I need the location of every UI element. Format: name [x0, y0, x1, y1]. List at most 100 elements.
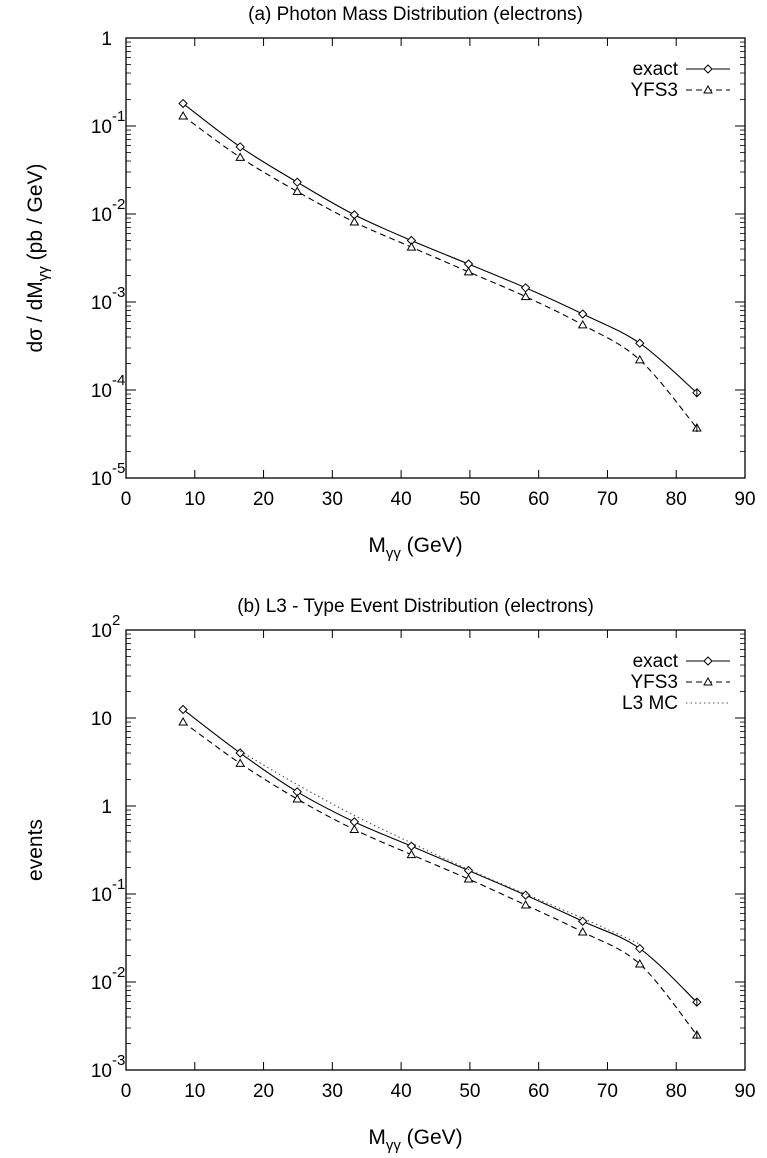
data-point — [634, 959, 645, 968]
data-point — [349, 217, 360, 226]
y-tick-exponent: -2 — [112, 964, 125, 981]
series-exact — [178, 98, 702, 398]
legend-label: exact — [633, 59, 679, 80]
x-tick-label: 0 — [121, 1081, 132, 1102]
x-tick-label: 20 — [253, 489, 274, 510]
data-point — [577, 926, 588, 936]
data-point — [463, 266, 474, 276]
y-tick-label: 10 — [91, 469, 112, 490]
y-tick-exponent: -5 — [112, 460, 125, 477]
series-line — [182, 103, 698, 394]
x-tick-label: 50 — [459, 1081, 480, 1102]
x-tick-label: 70 — [597, 1081, 618, 1102]
x-tick-label: 40 — [391, 1081, 412, 1102]
y-tick-exponent: -2 — [112, 196, 125, 213]
y-tick-label: 10 — [91, 885, 112, 906]
x-tick-label: 80 — [666, 489, 687, 510]
legend-marker — [703, 84, 713, 94]
data-point — [635, 943, 645, 954]
series-l3-mc — [239, 750, 640, 945]
y-tick-label: 10 — [91, 709, 112, 730]
data-point — [463, 874, 474, 883]
chart-panel-2: (b) L3 - Type Event Distribution (electr… — [24, 596, 756, 1154]
chart-title: (a) Photon Mass Distribution (electrons) — [248, 4, 583, 25]
data-point — [577, 319, 588, 329]
y-tick-label: 1 — [101, 29, 112, 50]
data-point — [235, 142, 245, 152]
data-point — [463, 865, 474, 876]
y-tick-label: 10 — [91, 621, 112, 642]
x-tick-label: 90 — [734, 489, 755, 510]
x-axis-label: Mγγ (GeV) — [368, 1126, 462, 1154]
y-tick-label: 10 — [91, 117, 112, 138]
data-point — [406, 849, 417, 859]
series-line — [182, 721, 698, 1036]
data-point — [406, 242, 417, 251]
y-tick-label: 10 — [91, 293, 112, 314]
data-point — [577, 916, 588, 926]
legend-marker — [703, 64, 713, 74]
x-tick-label: 50 — [459, 489, 480, 510]
y-tick-label: 10 — [91, 1061, 112, 1082]
data-point — [349, 824, 360, 834]
x-tick-label: 90 — [734, 1081, 755, 1102]
data-point — [235, 758, 246, 767]
legend-label: L3 MC — [622, 693, 678, 714]
x-tick-label: 30 — [322, 489, 343, 510]
y-tick-exponent: -1 — [112, 876, 125, 893]
data-point — [634, 354, 645, 364]
plot-frame — [125, 629, 746, 1071]
legend-marker — [703, 676, 713, 686]
y-axis-label: dσ / dMγγ (pb / GeV) — [24, 163, 52, 352]
chart-title: (b) L3 - Type Event Distribution (electr… — [237, 596, 594, 617]
x-tick-label: 60 — [528, 1081, 549, 1102]
series-line — [182, 709, 698, 1003]
data-point — [292, 794, 303, 803]
chart-panel-1: (a) Photon Mass Distribution (electrons)… — [24, 4, 756, 562]
series-line — [239, 750, 640, 945]
y-tick-label: 1 — [101, 797, 112, 818]
legend-label: YFS3 — [630, 672, 678, 693]
data-point — [292, 177, 302, 187]
data-point — [235, 748, 245, 758]
x-tick-label: 10 — [184, 1081, 205, 1102]
x-tick-label: 60 — [528, 489, 549, 510]
legend-label: YFS3 — [630, 80, 678, 101]
data-point — [178, 704, 188, 715]
x-tick-label: 80 — [666, 1081, 687, 1102]
x-tick-label: 0 — [121, 489, 132, 510]
x-tick-label: 40 — [391, 489, 412, 510]
data-point — [178, 98, 188, 109]
data-point — [635, 338, 645, 348]
legend-label: exact — [633, 651, 679, 672]
y-tick-exponent: -3 — [112, 1052, 125, 1069]
y-tick-exponent: -3 — [112, 284, 125, 301]
x-tick-label: 10 — [184, 489, 205, 510]
series-yfs3 — [178, 110, 702, 432]
data-point — [292, 186, 303, 196]
series-line — [182, 115, 698, 429]
x-axis-label: Mγγ (GeV) — [368, 534, 462, 562]
data-point — [463, 259, 474, 269]
data-point — [235, 152, 246, 161]
data-point — [178, 717, 188, 726]
legend-marker — [703, 656, 713, 666]
x-tick-label: 20 — [253, 1081, 274, 1102]
data-point — [520, 899, 531, 909]
data-point — [178, 110, 188, 120]
y-tick-label: 10 — [91, 973, 112, 994]
data-point — [577, 309, 588, 319]
x-tick-label: 30 — [322, 1081, 343, 1102]
x-tick-label: 70 — [597, 489, 618, 510]
y-axis-label: events — [24, 819, 47, 881]
data-point — [520, 291, 531, 301]
series-yfs3 — [178, 717, 702, 1039]
y-tick-exponent: 2 — [112, 612, 120, 629]
y-tick-label: 10 — [91, 381, 112, 402]
y-tick-label: 10 — [91, 205, 112, 226]
y-tick-exponent: -4 — [112, 372, 125, 389]
data-point — [520, 283, 531, 293]
data-point — [520, 890, 531, 900]
plot-frame — [125, 37, 746, 479]
